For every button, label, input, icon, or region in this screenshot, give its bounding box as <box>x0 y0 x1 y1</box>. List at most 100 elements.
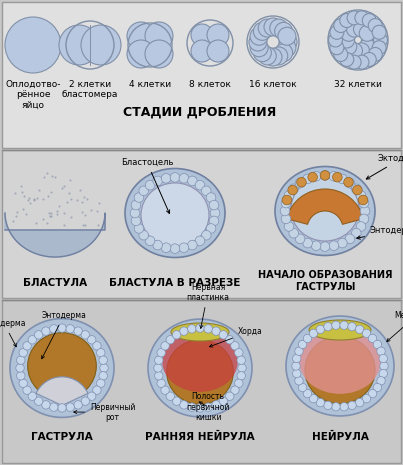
Circle shape <box>153 176 162 186</box>
Circle shape <box>330 25 344 40</box>
Circle shape <box>368 334 377 343</box>
Circle shape <box>338 174 347 184</box>
Text: Полость
первичной
кишки: Полость первичной кишки <box>186 392 230 422</box>
FancyBboxPatch shape <box>2 2 401 148</box>
Circle shape <box>264 18 282 36</box>
Text: Бластоцель: Бластоцель <box>121 158 173 213</box>
Circle shape <box>157 349 165 357</box>
Circle shape <box>368 389 377 398</box>
Circle shape <box>293 354 301 363</box>
Circle shape <box>353 21 370 37</box>
Circle shape <box>289 184 299 193</box>
Circle shape <box>42 401 50 409</box>
Circle shape <box>231 386 239 394</box>
Text: 16 клеток: 16 клеток <box>249 80 297 89</box>
Circle shape <box>226 336 234 344</box>
Circle shape <box>59 25 99 65</box>
Circle shape <box>332 403 340 411</box>
Circle shape <box>209 216 219 226</box>
Circle shape <box>253 44 271 62</box>
Circle shape <box>50 325 58 333</box>
Circle shape <box>368 19 382 33</box>
Circle shape <box>311 241 321 251</box>
Circle shape <box>355 55 369 69</box>
Circle shape <box>275 22 293 40</box>
Circle shape <box>180 327 188 335</box>
Circle shape <box>348 401 356 410</box>
Circle shape <box>204 403 212 412</box>
Circle shape <box>341 39 357 55</box>
Circle shape <box>134 193 144 202</box>
Circle shape <box>279 33 297 51</box>
Circle shape <box>196 324 204 332</box>
Circle shape <box>58 324 66 332</box>
Circle shape <box>127 22 155 50</box>
Circle shape <box>226 392 234 400</box>
Circle shape <box>289 228 299 238</box>
Circle shape <box>282 195 292 205</box>
Circle shape <box>187 240 197 250</box>
Circle shape <box>93 386 101 394</box>
Circle shape <box>298 383 307 392</box>
Circle shape <box>19 379 27 387</box>
Ellipse shape <box>10 319 114 418</box>
Circle shape <box>316 325 324 333</box>
Circle shape <box>250 39 268 57</box>
Circle shape <box>131 216 141 226</box>
Circle shape <box>258 19 276 37</box>
Circle shape <box>153 240 162 250</box>
Circle shape <box>188 325 196 333</box>
Circle shape <box>379 369 387 378</box>
Ellipse shape <box>171 323 229 341</box>
Circle shape <box>334 47 348 61</box>
Circle shape <box>332 173 342 182</box>
Circle shape <box>309 394 318 403</box>
Circle shape <box>351 228 361 238</box>
Circle shape <box>237 372 245 380</box>
Circle shape <box>250 27 268 45</box>
Circle shape <box>275 44 293 62</box>
Ellipse shape <box>148 319 252 417</box>
Circle shape <box>81 25 121 65</box>
Circle shape <box>329 241 339 251</box>
Circle shape <box>219 397 228 405</box>
Ellipse shape <box>141 183 209 247</box>
Circle shape <box>355 399 364 407</box>
Circle shape <box>373 340 382 349</box>
Text: ГАСТРУЛА: ГАСТРУЛА <box>31 432 93 442</box>
Circle shape <box>345 179 355 188</box>
Circle shape <box>359 25 375 41</box>
Circle shape <box>270 19 288 37</box>
Circle shape <box>362 394 371 403</box>
Circle shape <box>328 33 343 47</box>
Text: БЛАСТУЛА: БЛАСТУЛА <box>23 278 87 288</box>
Circle shape <box>258 47 276 65</box>
Circle shape <box>219 331 228 339</box>
Circle shape <box>235 349 243 357</box>
Circle shape <box>377 377 385 385</box>
Circle shape <box>207 24 229 46</box>
Circle shape <box>35 331 43 339</box>
Circle shape <box>345 234 355 244</box>
Ellipse shape <box>28 333 96 399</box>
Circle shape <box>253 22 271 40</box>
Text: Энтодерма: Энтодерма <box>42 311 86 359</box>
Circle shape <box>295 377 303 385</box>
Ellipse shape <box>167 340 233 404</box>
Circle shape <box>87 336 96 344</box>
Text: Оплодотво-
рённое
яйцо: Оплодотво- рённое яйцо <box>5 80 61 110</box>
Text: НЕЙРУЛА: НЕЙРУЛА <box>312 432 368 442</box>
Circle shape <box>297 178 306 187</box>
Circle shape <box>295 234 305 244</box>
Circle shape <box>237 356 245 365</box>
Circle shape <box>81 331 89 339</box>
Circle shape <box>139 186 149 196</box>
Circle shape <box>179 173 189 183</box>
Circle shape <box>372 25 386 40</box>
Circle shape <box>238 364 246 372</box>
Circle shape <box>155 356 163 365</box>
Polygon shape <box>5 213 105 257</box>
Circle shape <box>329 172 339 181</box>
Circle shape <box>74 401 82 409</box>
Circle shape <box>161 243 171 252</box>
